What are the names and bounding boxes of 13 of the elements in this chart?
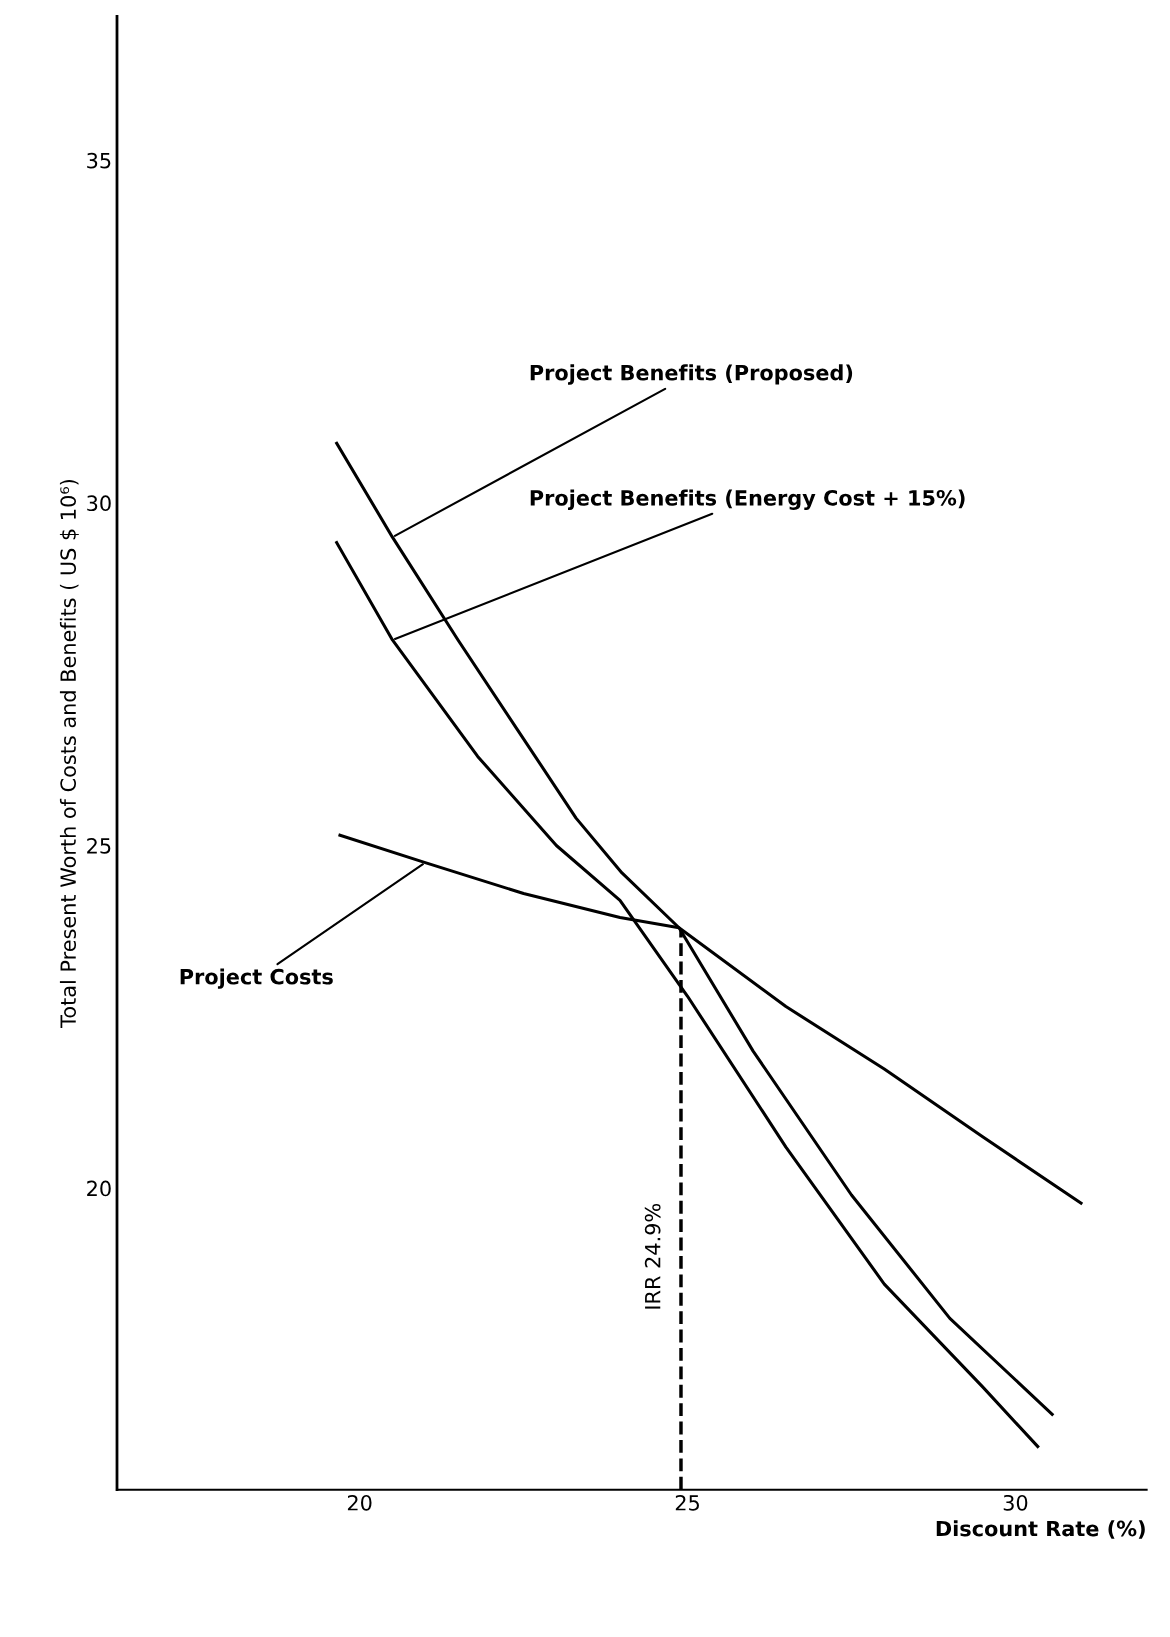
y-tick-label: 25	[87, 837, 111, 854]
y-tick-label: 35	[87, 152, 111, 169]
text: Project Benefits (Proposed)	[530, 364, 853, 385]
ref-line-label: IRR 24.9%	[644, 1203, 661, 1309]
y-axis-title: Total Present Worth of Costs and Benefits ( US $ 10⁶)	[59, 479, 79, 1028]
y-tick-label: 20	[87, 1180, 111, 1197]
y-tick-label: 30	[87, 495, 111, 512]
x-tick-label: 30	[1003, 1494, 1028, 1511]
x-tick-label: 20	[347, 1494, 372, 1511]
text: Project Costs	[180, 968, 333, 989]
x-axis-title: Discount Rate (%)	[936, 1520, 1145, 1539]
text: Project Benefits (Energy Cost + 15%)	[530, 489, 965, 510]
x-tick-label: 25	[675, 1494, 699, 1511]
